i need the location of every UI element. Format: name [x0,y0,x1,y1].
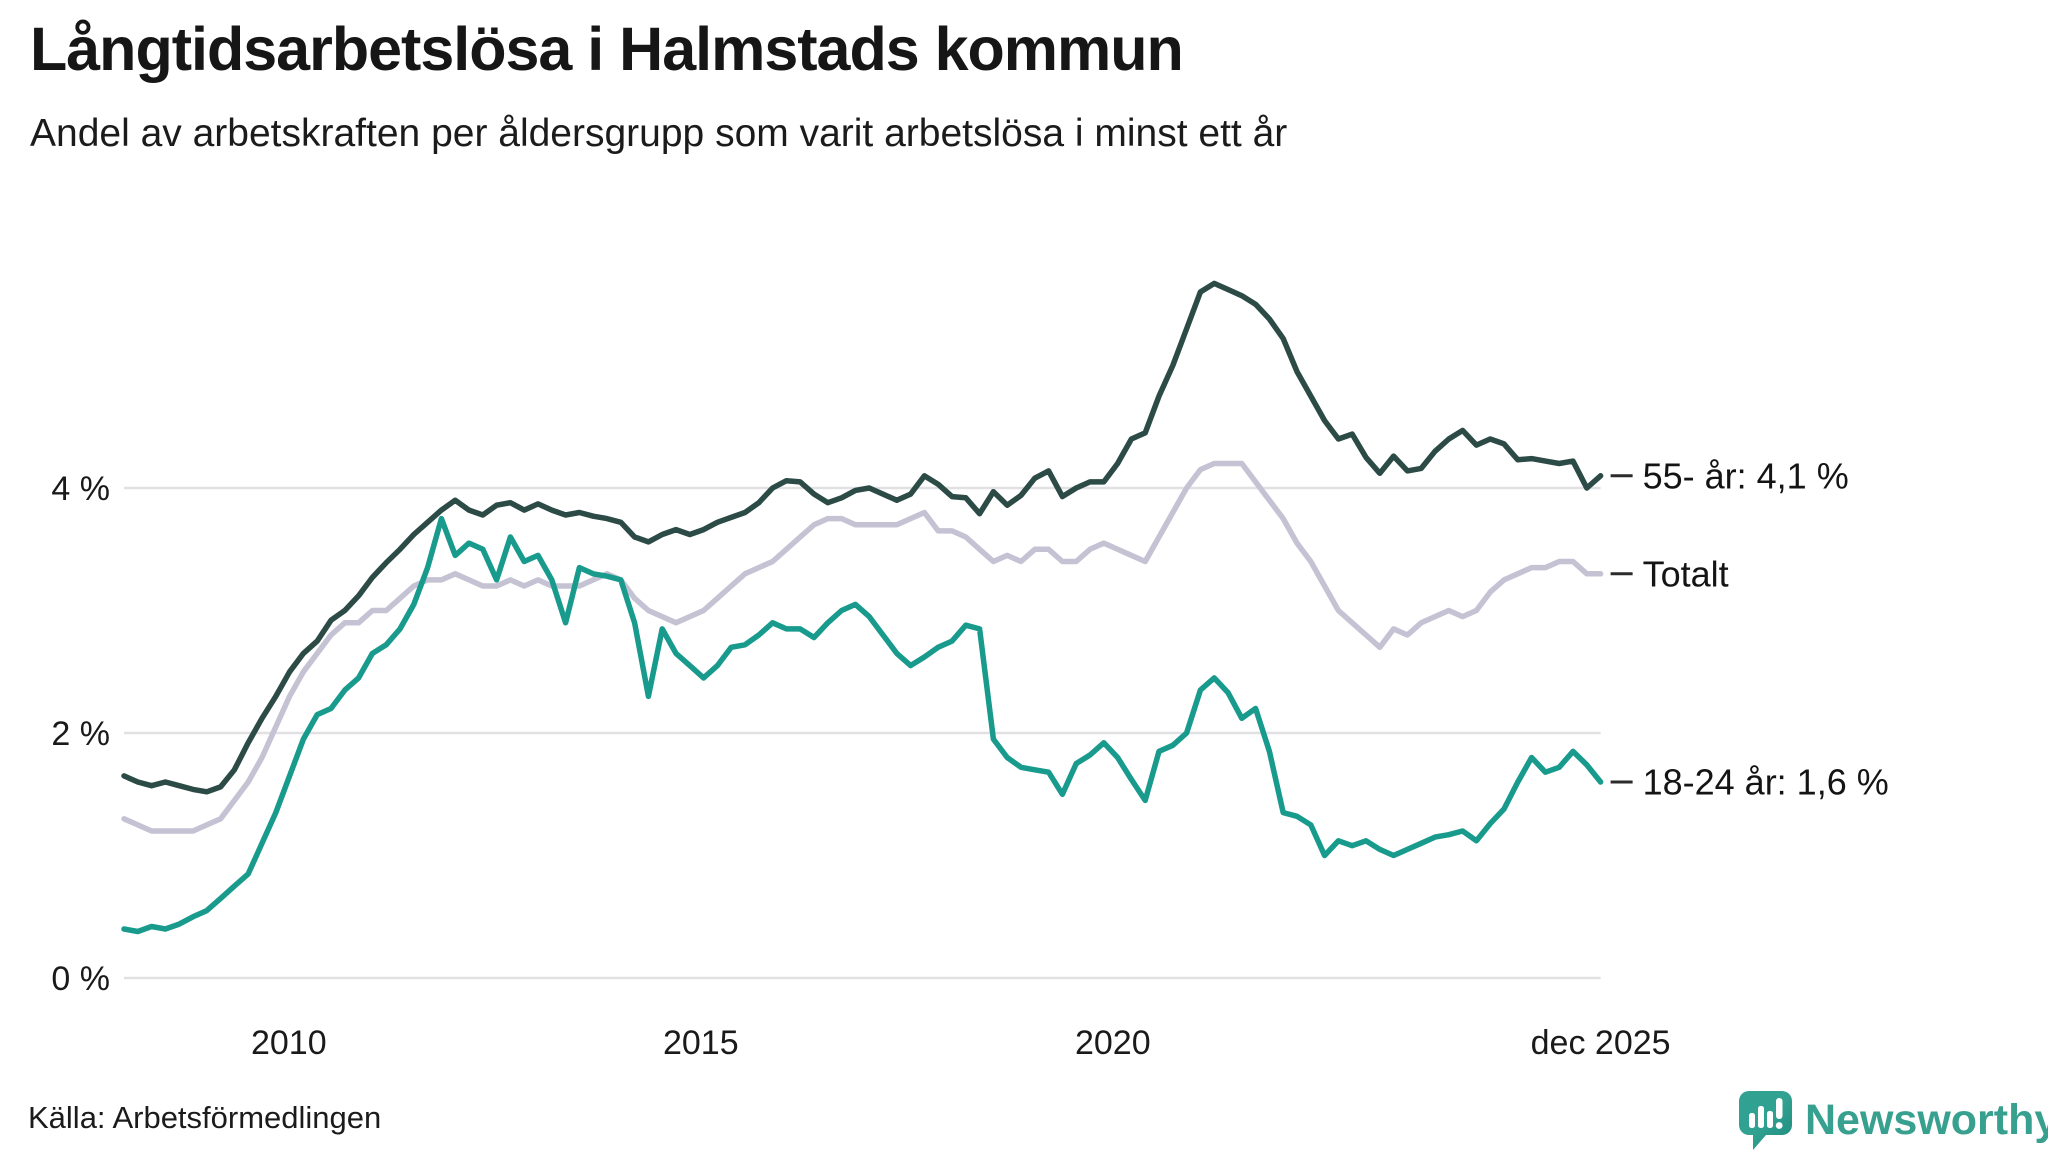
x-tick-label: 2020 [1075,1024,1151,1062]
x-tick-label: 2010 [251,1024,327,1062]
y-tick-label: 0 % [51,960,110,998]
series-line-18-24-r [121,515,1604,935]
x-tick-label: dec 2025 [1531,1024,1671,1062]
newsworthy-logo-icon [1739,1091,1792,1150]
y-tick-label: 4 % [51,470,110,508]
series-line-totalt [121,460,1604,834]
end-label-totalt: Totalt [1643,553,1729,594]
source-note: Källa: Arbetsförmedlingen [28,1100,382,1135]
brand-footer: Newsworthy [1737,1088,2048,1152]
page-title: Långtidsarbetslösa i Halmstads kommun [30,15,1184,83]
end-label-18-24-r: 18-24 år: 1,6 % [1643,762,1889,803]
brand-name: Newsworthy [1805,1096,2048,1144]
series-line-55-r [121,280,1604,795]
chart-subtitle: Andel av arbetskraften per åldersgrupp s… [30,112,1288,155]
y-tick-label: 2 % [51,715,110,753]
end-label-55-r: 55- år: 4,1 % [1643,455,1849,496]
x-tick-label: 2015 [663,1024,739,1062]
